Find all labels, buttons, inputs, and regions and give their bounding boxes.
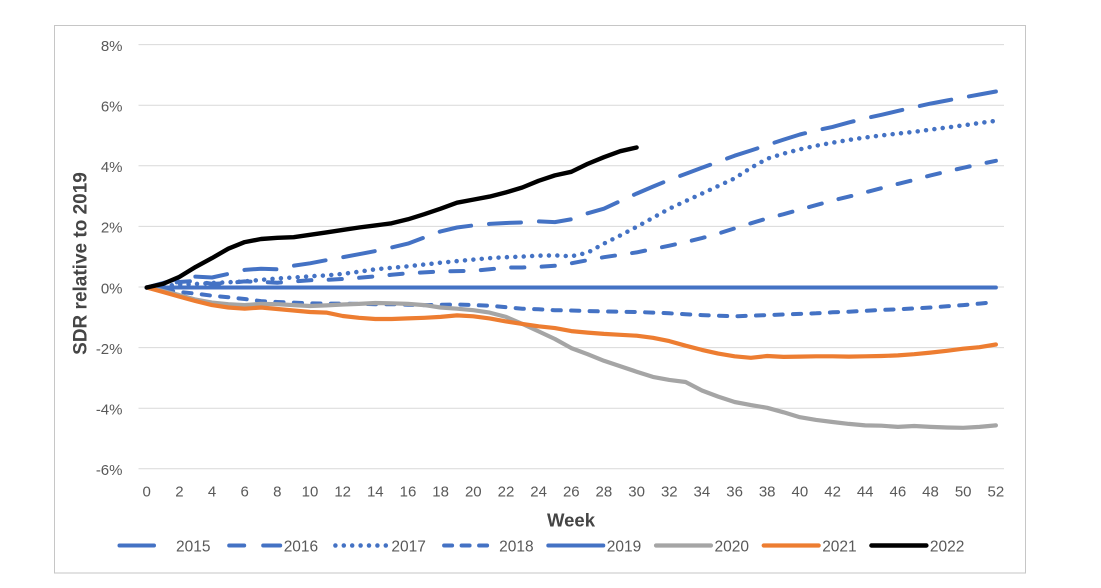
svg-text:2019: 2019 [607, 539, 641, 556]
svg-text:6: 6 [241, 484, 249, 501]
svg-text:48: 48 [922, 484, 939, 501]
svg-text:36: 36 [726, 484, 743, 501]
svg-text:12: 12 [334, 484, 351, 501]
svg-text:2015: 2015 [176, 539, 210, 556]
svg-text:6%: 6% [101, 99, 123, 116]
svg-text:2: 2 [175, 484, 183, 501]
svg-text:0: 0 [143, 484, 151, 501]
svg-text:44: 44 [857, 484, 874, 501]
svg-text:22: 22 [498, 484, 515, 501]
svg-text:2%: 2% [101, 220, 123, 237]
svg-text:26: 26 [563, 484, 580, 501]
svg-text:50: 50 [955, 484, 972, 501]
svg-text:2021: 2021 [822, 539, 856, 556]
svg-text:8%: 8% [101, 38, 123, 55]
svg-text:Week: Week [547, 510, 596, 531]
svg-text:38: 38 [759, 484, 776, 501]
svg-text:52: 52 [988, 484, 1005, 501]
svg-text:-4%: -4% [96, 402, 123, 419]
svg-text:4: 4 [208, 484, 216, 501]
svg-text:2022: 2022 [930, 539, 964, 556]
svg-text:18: 18 [432, 484, 449, 501]
svg-text:28: 28 [596, 484, 613, 501]
svg-text:16: 16 [400, 484, 417, 501]
svg-text:24: 24 [530, 484, 547, 501]
svg-text:8: 8 [273, 484, 281, 501]
svg-text:30: 30 [628, 484, 645, 501]
svg-text:-6%: -6% [96, 462, 123, 479]
svg-text:46: 46 [890, 484, 907, 501]
svg-text:2016: 2016 [284, 539, 318, 556]
svg-text:4%: 4% [101, 159, 123, 176]
svg-text:40: 40 [792, 484, 809, 501]
svg-text:32: 32 [661, 484, 678, 501]
svg-text:0%: 0% [101, 280, 123, 297]
svg-text:2018: 2018 [499, 539, 533, 556]
svg-text:-2%: -2% [96, 341, 123, 358]
svg-text:20: 20 [465, 484, 482, 501]
svg-text:34: 34 [694, 484, 711, 501]
svg-text:42: 42 [824, 484, 841, 501]
svg-text:2020: 2020 [715, 539, 750, 556]
svg-text:2017: 2017 [391, 539, 425, 556]
svg-text:10: 10 [302, 484, 319, 501]
svg-text:SDR relative to 2019: SDR relative to 2019 [70, 172, 91, 355]
svg-text:14: 14 [367, 484, 384, 501]
